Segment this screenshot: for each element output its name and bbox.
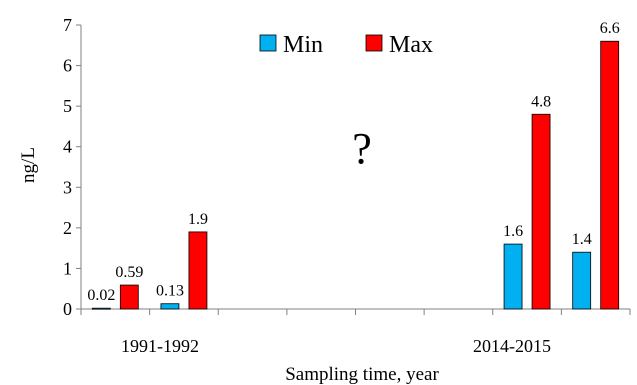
bar-min <box>91 307 111 310</box>
y-tick-label: 7 <box>63 15 72 35</box>
data-label-min: 0.13 <box>156 283 184 300</box>
bar-max <box>600 40 620 310</box>
data-label-max: 0.59 <box>115 264 143 281</box>
bar-min <box>503 243 523 310</box>
y-tick-label: 0 <box>63 299 72 319</box>
y-axis-title: ng/L <box>18 147 39 183</box>
bar-min <box>572 251 592 310</box>
y-tick-label: 4 <box>63 137 72 157</box>
data-label-min: 1.4 <box>572 231 592 248</box>
bar-max <box>531 113 551 310</box>
data-label-min: 1.6 <box>503 223 523 240</box>
data-label-max: 4.8 <box>531 93 551 110</box>
x-group-label-2: 2014-2015 <box>473 336 551 356</box>
bars <box>91 40 620 310</box>
x-axis-title: Sampling time, year <box>285 364 439 385</box>
legend-label-min: Min <box>283 32 323 58</box>
x-group-label-1: 1991-1992 <box>121 336 199 356</box>
y-tick-label: 5 <box>63 96 72 116</box>
legend-label-max: Max <box>389 32 433 58</box>
data-label-min: 0.02 <box>87 287 115 304</box>
legend-swatch-min <box>259 34 277 52</box>
legend-swatch-max <box>365 34 383 52</box>
y-tick-label: 2 <box>63 218 72 238</box>
bar-max <box>119 284 139 310</box>
legend: Min Max <box>259 32 433 58</box>
bar-max <box>188 231 208 310</box>
bar-min <box>160 303 180 310</box>
question-mark-annotation: ? <box>352 124 372 173</box>
y-tick-label: 6 <box>63 56 72 76</box>
y-tick-label: 1 <box>63 258 72 278</box>
data-label-max: 6.6 <box>600 20 620 37</box>
data-label-max: 1.9 <box>188 211 208 228</box>
y-tick-label: 3 <box>63 177 72 197</box>
data-labels: 0.020.59 0.13 1.9 1.6 4.8 1.4 6.6 <box>87 20 619 304</box>
